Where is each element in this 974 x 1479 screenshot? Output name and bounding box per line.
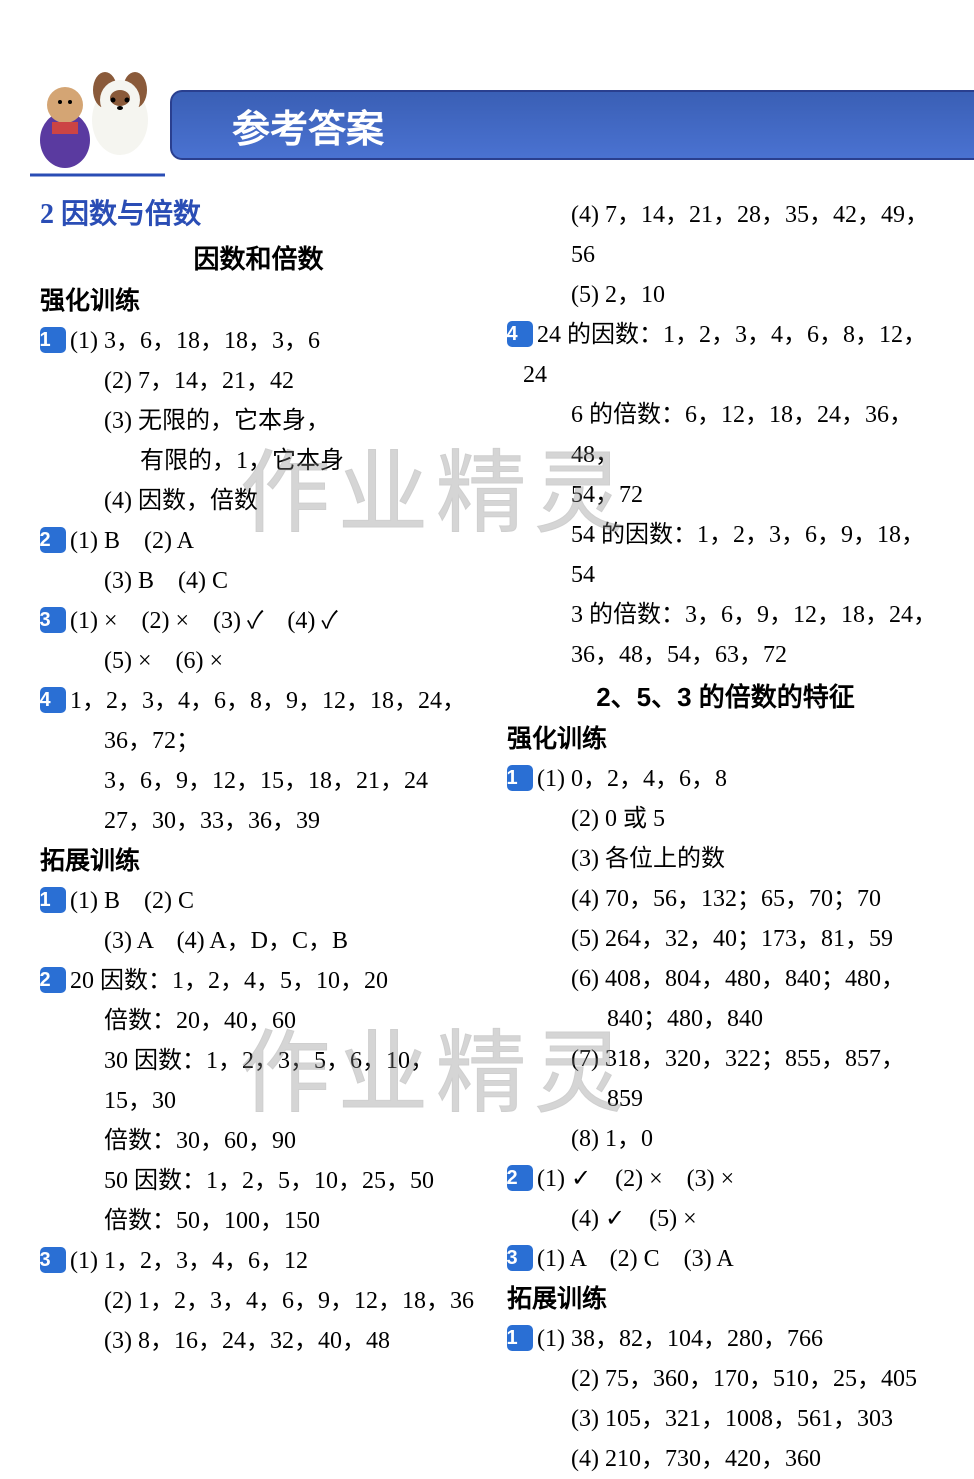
answer-line: 27，30，33，36，39 — [40, 801, 477, 841]
answer-text: (1) 3，6，18，18，3，6 — [70, 328, 320, 354]
answer-line: 50 因数：1，2，5，10，25，50 — [40, 1161, 477, 1201]
answer-line: (8) 1，0 — [507, 1119, 944, 1159]
section-title: 2、5、3 的倍数的特征 — [507, 677, 944, 717]
answer-line: 54 的因数：1，2，3，6，9，18，54 — [507, 515, 944, 595]
question-badge: 2 — [40, 527, 66, 553]
answer-line: 840；480，840 — [507, 999, 944, 1039]
answer-text: (1) 0，2，4，6，8 — [537, 766, 727, 792]
subsection-header: 拓展训练 — [40, 841, 477, 881]
answer-line: 2(1) B (2) A — [40, 521, 477, 561]
question-badge: 2 — [40, 967, 66, 993]
answer-text: (1) B (2) C — [70, 888, 194, 914]
answer-line: 有限的，1，它本身 — [40, 441, 477, 481]
answer-line: 6 的倍数：6，12，18，24，36，48， — [507, 395, 944, 475]
answer-line: (4) 7，14，21，28，35，42，49，56 — [507, 195, 944, 275]
answer-line: (2) 7，14，21，42 — [40, 361, 477, 401]
answer-line: 3，6，9，12，15，18，21，24 — [40, 761, 477, 801]
answer-text: (1) ✓ (2) × (3) × — [537, 1166, 734, 1192]
answer-line: 54，72 — [507, 475, 944, 515]
question-badge: 2 — [507, 1165, 533, 1191]
answer-line: (5) 264，32，40；173，81，59 — [507, 919, 944, 959]
answer-line: (2) 1，2，3，4，6，9，12，18，36 — [40, 1281, 477, 1321]
answer-text: (1) A (2) C (3) A — [537, 1246, 734, 1272]
answer-text: (1) × (2) × (3) ✓ (4) ✓ — [70, 608, 338, 634]
answer-line: 36，48，54，63，72 — [507, 635, 944, 675]
answer-line: 倍数：20，40，60 — [40, 1001, 477, 1041]
answer-line: (3) 8，16，24，32，40，48 — [40, 1321, 477, 1361]
question-badge: 3 — [40, 1247, 66, 1273]
answer-line: 36，72； — [40, 721, 477, 761]
answer-text: (1) B (2) A — [70, 528, 194, 554]
answer-line: (4) 70，56，132；65，70；70 — [507, 879, 944, 919]
answer-line: (6) 408，804，480，840；480， — [507, 959, 944, 999]
answer-line: 倍数：50，100，150 — [40, 1201, 477, 1241]
answer-line: (5) × (6) × — [40, 641, 477, 681]
content-area: 2 因数与倍数 因数和倍数 强化训练 1(1) 3，6，18，18，3，6 (2… — [0, 180, 974, 1479]
answer-text: (1) 1，2，3，4，6，12 — [70, 1248, 308, 1274]
answer-line: (3) A (4) A，D，C，B — [40, 921, 477, 961]
answer-line: 3(1) × (2) × (3) ✓ (4) ✓ — [40, 601, 477, 641]
page-title: 参考答案 — [232, 98, 384, 153]
answer-line: 859 — [507, 1079, 944, 1119]
answer-line: (2) 0 或 5 — [507, 799, 944, 839]
page-header: 参考答案 — [0, 0, 974, 180]
question-badge: 1 — [507, 1325, 533, 1351]
answer-line: 30 因数：1，2，3，5，6，10，15，30 — [40, 1041, 477, 1121]
answer-line: 1(1) 0，2，4，6，8 — [507, 759, 944, 799]
question-badge: 3 — [40, 607, 66, 633]
answer-line: (4) 因数，倍数 — [40, 481, 477, 521]
answer-text: 1，2，3，4，6，8，9，12，18，24， — [70, 688, 466, 714]
answer-line: 1(1) 38，82，104，280，766 — [507, 1319, 944, 1359]
mascot-illustration — [20, 50, 170, 180]
answer-line: 3(1) A (2) C (3) A — [507, 1239, 944, 1279]
answer-line: (2) 75，360，170，510，25，405 — [507, 1359, 944, 1399]
section-title: 因数和倍数 — [40, 239, 477, 279]
answer-line: (4) ✓ (5) × — [507, 1199, 944, 1239]
subsection-header: 强化训练 — [40, 281, 477, 321]
subsection-header: 强化训练 — [507, 719, 944, 759]
answer-line: 倍数：30，60，90 — [40, 1121, 477, 1161]
title-bar: 参考答案 — [170, 90, 974, 160]
question-badge: 4 — [40, 687, 66, 713]
answer-line: 41，2，3，4，6，8，9，12，18，24， — [40, 681, 477, 721]
answer-line: 2(1) ✓ (2) × (3) × — [507, 1159, 944, 1199]
answer-line: (3) 无限的，它本身， — [40, 401, 477, 441]
answer-line: 3 的倍数：3，6，9，12，18，24， — [507, 595, 944, 635]
answer-text: 20 因数：1，2，4，5，10，20 — [70, 968, 388, 994]
answer-text: (1) 38，82，104，280，766 — [537, 1326, 823, 1352]
answer-line: 424 的因数：1，2，3，4，6，8，12，24 — [507, 315, 944, 395]
question-badge: 1 — [507, 765, 533, 791]
answer-line: (3) 105，321，1008，561，303 — [507, 1399, 944, 1439]
answer-line: 1(1) 3，6，18，18，3，6 — [40, 321, 477, 361]
chapter-title: 2 因数与倍数 — [40, 195, 477, 235]
answer-line: (4) 210，730，420，360 — [507, 1439, 944, 1479]
answer-line: (3) B (4) C — [40, 561, 477, 601]
question-badge: 4 — [507, 321, 533, 347]
answer-line: (7) 318，320，322；855，857， — [507, 1039, 944, 1079]
answer-text: 24 的因数：1，2，3，4，6，8，12，24 — [523, 322, 927, 388]
answer-line: 3(1) 1，2，3，4，6，12 — [40, 1241, 477, 1281]
answer-line: 220 因数：1，2，4，5，10，20 — [40, 961, 477, 1001]
subsection-header: 拓展训练 — [507, 1279, 944, 1319]
left-column: 2 因数与倍数 因数和倍数 强化训练 1(1) 3，6，18，18，3，6 (2… — [40, 195, 477, 1479]
question-badge: 3 — [507, 1245, 533, 1271]
question-badge: 1 — [40, 887, 66, 913]
answer-line: (3) 各位上的数 — [507, 839, 944, 879]
right-column: (4) 7，14，21，28，35，42，49，56 (5) 2，10 424 … — [507, 195, 944, 1479]
answer-line: (5) 2，10 — [507, 275, 944, 315]
question-badge: 1 — [40, 327, 66, 353]
answer-line: 1(1) B (2) C — [40, 881, 477, 921]
